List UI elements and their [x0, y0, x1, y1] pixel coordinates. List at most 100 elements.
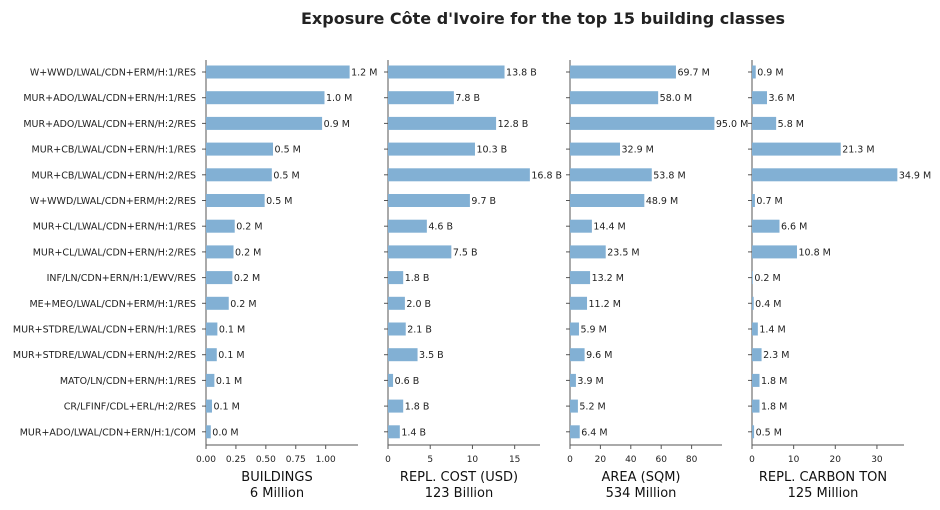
category-label: MUR+STDRE/LWAL/CDN+ERN/H:2/RES	[13, 350, 196, 361]
data-label: 6.6 M	[781, 222, 807, 233]
data-label: 0.2 M	[236, 222, 262, 233]
data-label: 6.4 M	[581, 427, 607, 438]
data-label: 0.0 M	[212, 427, 238, 438]
data-label: 0.7 M	[756, 196, 782, 207]
bar	[206, 65, 350, 79]
data-label: 4.6 B	[428, 222, 453, 233]
data-label: 0.4 M	[755, 299, 781, 310]
bar	[752, 194, 755, 207]
data-label: 0.1 M	[213, 402, 239, 413]
x-tick-label: 10	[788, 455, 800, 465]
data-label: 2.3 M	[763, 350, 789, 361]
bar	[388, 322, 406, 336]
data-label: 12.8 B	[498, 119, 529, 130]
data-label: 0.2 M	[230, 299, 256, 310]
x-tick-label: 20	[830, 455, 842, 465]
x-tick-label: 0	[385, 455, 391, 465]
x-tick-label: 0.50	[256, 455, 276, 465]
bar	[206, 219, 235, 233]
x-tick-label: 5	[427, 455, 433, 465]
bar	[752, 322, 758, 336]
x-tick-label: 80	[686, 455, 698, 465]
bar	[206, 271, 233, 285]
data-label: 0.1 M	[216, 376, 242, 387]
data-label: 1.0 M	[326, 93, 352, 104]
data-label: 23.5 M	[607, 247, 639, 258]
bar	[206, 194, 265, 207]
category-label: MUR+STDRE/LWAL/CDN+ERN/H:1/RES	[13, 325, 196, 336]
data-label: 0.9 M	[757, 68, 783, 79]
bar	[570, 219, 592, 233]
data-label: 0.5 M	[266, 196, 292, 207]
category-label: MUR+CB/LWAL/CDN+ERN/H:2/RES	[32, 170, 197, 181]
bar	[752, 373, 760, 387]
bar	[570, 348, 585, 362]
data-label: 1.8 M	[761, 376, 787, 387]
bar	[388, 296, 405, 310]
bar	[388, 373, 394, 387]
data-label: 0.5 M	[756, 427, 782, 438]
bar	[570, 296, 588, 310]
bar	[570, 142, 621, 156]
data-label: 7.8 B	[455, 93, 480, 104]
data-label: 14.4 M	[593, 222, 625, 233]
bar	[570, 91, 659, 105]
bar	[206, 116, 323, 130]
data-label: 10.8 M	[798, 247, 830, 258]
bar	[206, 425, 211, 439]
data-label: 16.8 B	[531, 170, 562, 181]
data-label: 10.3 B	[476, 145, 507, 156]
x-axis-total: 534 Million	[606, 486, 677, 501]
x-axis-title: REPL. CARBON TON	[759, 470, 887, 485]
data-label: 1.8 B	[405, 273, 430, 284]
bar	[388, 245, 452, 259]
chart-title: Exposure Côte d'Ivoire for the top 15 bu…	[301, 9, 785, 28]
bar	[570, 399, 578, 413]
category-label: MUR+ADO/LWAL/CDN+ERN/H:1/COM	[20, 427, 196, 438]
data-label: 1.8 B	[405, 402, 430, 413]
data-label: 58.0 M	[660, 93, 692, 104]
data-label: 53.8 M	[653, 170, 685, 181]
bar	[206, 91, 325, 105]
data-label: 3.5 B	[419, 350, 444, 361]
category-label: W+WWD/LWAL/CDN+ERM/H:2/RES	[30, 196, 196, 207]
x-tick-label: 60	[655, 455, 667, 465]
x-tick-label: 1.00	[316, 455, 336, 465]
category-label: MUR+CL/LWAL/CDN+ERN/H:2/RES	[33, 247, 196, 258]
bar	[752, 168, 898, 182]
bar	[752, 116, 777, 130]
data-label: 1.4 B	[401, 427, 426, 438]
bar	[752, 245, 797, 259]
data-label: 48.9 M	[646, 196, 678, 207]
bar	[570, 168, 652, 182]
x-tick-label: 0	[749, 455, 755, 465]
bar	[570, 322, 579, 336]
bar	[388, 425, 400, 439]
x-tick-label: 20	[595, 455, 607, 465]
x-tick-label: 0.00	[196, 455, 216, 465]
data-label: 3.6 M	[768, 93, 794, 104]
bar	[388, 142, 475, 156]
bar	[570, 271, 591, 285]
category-label: MATO/LN/CDN+ERN/H:1/RES	[60, 376, 196, 387]
data-label: 0.1 M	[218, 350, 244, 361]
data-label: 1.2 M	[351, 68, 377, 79]
data-label: 0.2 M	[754, 273, 780, 284]
x-axis-title: AREA (SQM)	[601, 470, 680, 485]
x-axis-total: 123 Billion	[425, 486, 494, 501]
bar	[206, 348, 217, 362]
data-label: 5.9 M	[580, 325, 606, 336]
data-label: 0.5 M	[275, 145, 301, 156]
bar	[388, 219, 427, 233]
bar	[388, 65, 505, 79]
data-label: 1.4 M	[759, 325, 785, 336]
bar	[752, 219, 780, 233]
bar	[388, 91, 454, 105]
data-label: 95.0 M	[716, 119, 748, 130]
data-label: 11.2 M	[589, 299, 621, 310]
category-label: MUR+CB/LWAL/CDN+ERN/H:1/RES	[32, 145, 197, 156]
data-label: 2.0 B	[406, 299, 431, 310]
bar	[388, 271, 404, 285]
bar	[752, 65, 756, 79]
